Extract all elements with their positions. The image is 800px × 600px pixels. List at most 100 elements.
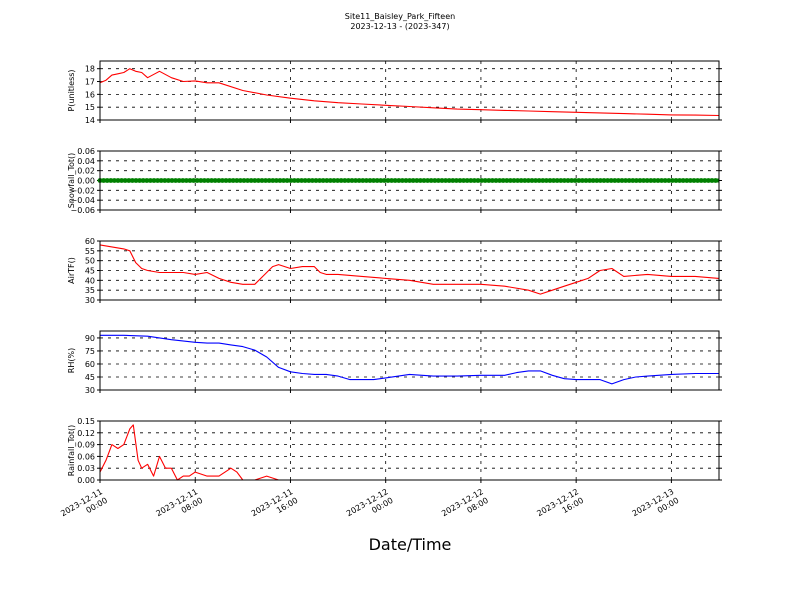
data-point: [576, 178, 582, 183]
data-point: [346, 178, 351, 183]
data-point: [137, 178, 143, 183]
series-line: [99, 424, 719, 481]
panel-2: −0.06−0.04−0.020.000.020.040.06Snowfall_…: [67, 147, 722, 215]
data-point: [403, 178, 409, 183]
data-point: [572, 178, 578, 183]
data-point: [468, 178, 474, 183]
panel-frame: [99, 330, 720, 391]
data-point: [659, 178, 664, 183]
data-point: [133, 178, 139, 183]
data-point: [270, 178, 276, 183]
data-point: [227, 178, 233, 183]
data-point: [263, 178, 268, 183]
data-point: [115, 178, 121, 183]
data-point: [194, 178, 200, 183]
data-point: [695, 178, 700, 183]
panel-frame: [99, 420, 720, 481]
data-point: [490, 178, 495, 183]
data-point: [335, 178, 340, 183]
data-point: [425, 178, 430, 183]
data-point: [688, 178, 693, 183]
data-point: [590, 178, 596, 183]
data-point: [252, 178, 258, 183]
data-point: [558, 178, 564, 183]
data-point: [626, 178, 632, 183]
data-point: [709, 178, 715, 183]
data-point: [450, 178, 456, 183]
data-point: [630, 178, 636, 183]
data-point: [392, 178, 398, 183]
data-point: [148, 178, 153, 183]
data-point: [158, 178, 164, 183]
data-point: [407, 178, 412, 183]
data-point: [644, 178, 650, 183]
data-point: [612, 178, 618, 183]
data-point: [338, 178, 344, 183]
data-point: [169, 178, 175, 183]
data-point: [634, 178, 639, 183]
data-point: [299, 178, 304, 183]
data-point: [220, 178, 225, 183]
data-point: [112, 178, 117, 183]
data-point: [256, 178, 261, 183]
data-point: [619, 178, 625, 183]
data-point: [205, 178, 211, 183]
data-point: [472, 178, 477, 183]
data-point: [266, 178, 272, 183]
data-point: [428, 178, 434, 183]
data-point: [180, 178, 186, 183]
data-point: [569, 178, 574, 183]
data-point: [547, 178, 553, 183]
panel-4: 30 45 60 75 90 RH(%): [67, 330, 722, 395]
data-point: [155, 178, 161, 183]
data-point: [587, 178, 592, 183]
data-point: [457, 178, 463, 183]
data-point: [691, 178, 697, 183]
y-tick-label: 18: [85, 65, 95, 74]
y-tick-label: 45: [85, 373, 95, 382]
y-tick-label: 30: [85, 386, 95, 395]
y-tick-label: 0.06: [77, 147, 95, 156]
data-point: [378, 178, 384, 183]
data-point: [349, 178, 355, 183]
data-point: [331, 178, 337, 183]
y-tick-label: 35: [85, 286, 95, 295]
y-tick-label: 30: [85, 296, 95, 305]
panel-frame: [99, 60, 720, 121]
y-tick-label: −0.04: [70, 196, 95, 205]
data-point: [324, 178, 330, 183]
data-point: [706, 178, 711, 183]
data-point: [313, 178, 319, 183]
data-point: [443, 178, 448, 183]
data-point: [144, 178, 150, 183]
data-point: [536, 178, 542, 183]
data-point: [677, 178, 682, 183]
data-point: [216, 178, 222, 183]
data-point: [306, 178, 312, 183]
data-point: [151, 178, 157, 183]
data-point: [310, 178, 315, 183]
data-point: [284, 178, 290, 183]
data-point: [122, 178, 128, 183]
y-axis-label: Rainfall_Tot(): [67, 425, 76, 477]
data-point: [464, 178, 470, 183]
y-tick-label: 55: [85, 247, 95, 256]
data-point: [479, 178, 484, 183]
data-point: [641, 178, 646, 183]
data-point: [367, 178, 373, 183]
y-axis-label: Snowfall_Tot(): [67, 153, 76, 209]
data-point: [234, 178, 240, 183]
y-tick-label: 0.12: [77, 429, 95, 438]
data-point: [101, 178, 106, 183]
data-point: [198, 178, 204, 183]
data-point: [565, 178, 571, 183]
y-tick-label: 0.00: [77, 476, 95, 485]
data-point: [162, 178, 168, 183]
data-point: [486, 178, 492, 183]
